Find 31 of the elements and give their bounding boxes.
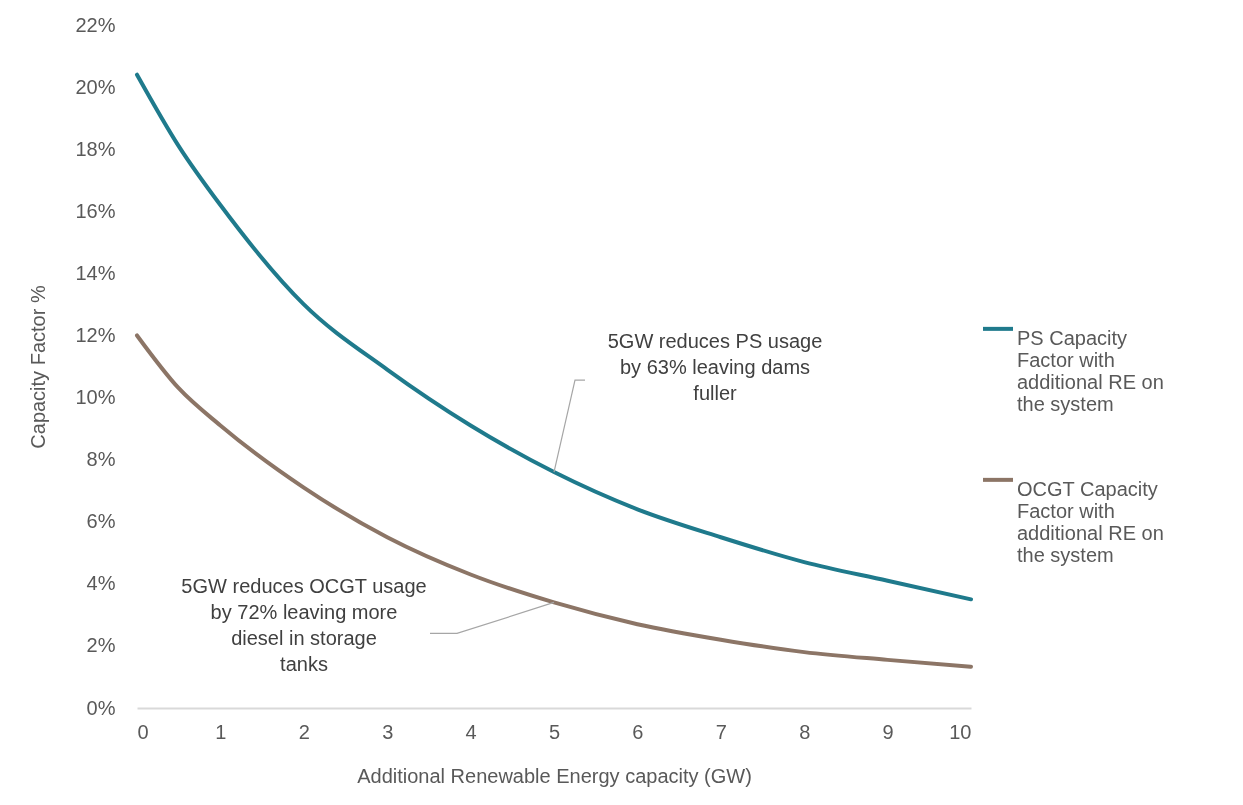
- y-tick-label: 10%: [75, 386, 116, 409]
- x-tick-label: 3: [382, 720, 394, 743]
- y-tick-label: 14%: [75, 261, 116, 284]
- x-axis-title: Additional Renewable Energy capacity (GW): [357, 764, 752, 787]
- annotation: 5GW reduces PS usage by 63% leaving dams fuller: [607, 330, 823, 405]
- y-tick-label: 18%: [75, 137, 116, 160]
- x-tick-label: 9: [882, 720, 894, 743]
- x-tick-label: 8: [799, 720, 811, 743]
- x-tick-label: 2: [298, 720, 310, 743]
- annotation: 5GW reduces OCGT usage by 72% leaving more diesel in storage tanks: [181, 575, 427, 676]
- x-tick-label: 1: [215, 720, 227, 743]
- x-tick-label: 4: [465, 720, 477, 743]
- y-tick-label: 20%: [75, 75, 116, 98]
- legend-label: PS Capacity Factor with additional RE on the system: [1017, 326, 1164, 415]
- x-tick-label: 5: [548, 720, 561, 743]
- y-tick-label: 22%: [75, 13, 116, 36]
- y-tick-label: 8%: [86, 448, 116, 471]
- y-tick-label: 12%: [75, 323, 116, 346]
- line-series: [135, 333, 973, 669]
- y-tick-label: 16%: [75, 199, 116, 222]
- x-tick-label: 7: [715, 720, 727, 743]
- legend-label: OCGT Capacity Factor with additional RE on the system: [1017, 477, 1164, 566]
- y-axis-title: Capacity Factor %: [27, 285, 50, 449]
- line-series: [135, 72, 973, 602]
- x-tick-label: 10: [949, 720, 972, 743]
- y-tick-label: 0%: [86, 696, 116, 719]
- y-tick-label: 4%: [86, 572, 116, 595]
- y-tick-label: 6%: [86, 510, 116, 533]
- x-tick-label: 0: [137, 720, 149, 743]
- x-tick-label: 6: [632, 720, 644, 743]
- y-tick-label: 2%: [86, 634, 116, 657]
